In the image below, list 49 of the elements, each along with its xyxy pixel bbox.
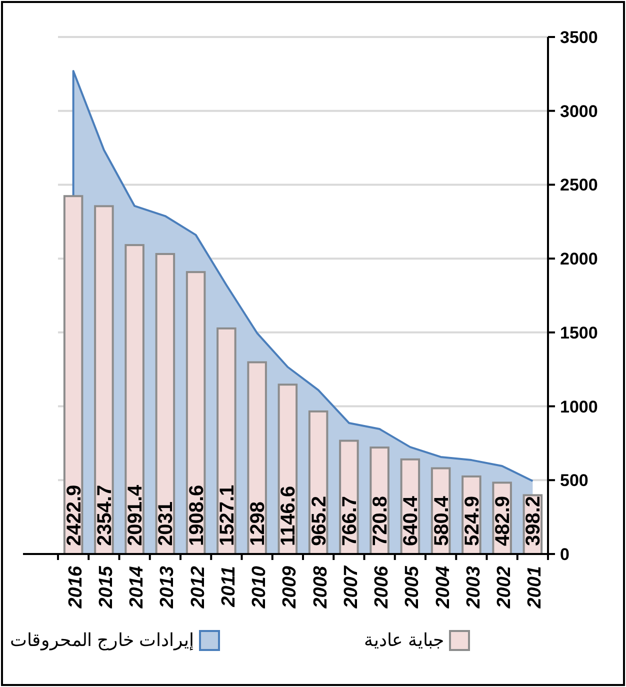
y-tick-label: 2500 (560, 176, 598, 195)
x-tick-label: 2003 (463, 566, 484, 610)
x-tick-label: 2013 (157, 566, 178, 610)
data-label: 720.8 (370, 496, 392, 546)
bar (124, 244, 144, 555)
y-tick-label: 1500 (560, 323, 598, 342)
x-tick-label: 2014 (126, 566, 148, 610)
y-tick-label: 500 (560, 471, 588, 490)
x-tick-label: 2007 (340, 564, 362, 610)
data-label: 2031 (155, 502, 178, 546)
y-tick-label: 3500 (560, 28, 598, 47)
data-label: 524.9 (461, 496, 484, 546)
data-label: 2422.9 (63, 484, 86, 546)
x-tick-label: 2001 (524, 566, 546, 610)
data-label: 1527.1 (216, 484, 238, 546)
data-label: 1146.6 (278, 486, 300, 546)
bar (94, 205, 114, 555)
data-label: 965.2 (308, 496, 330, 546)
x-tick-label: 2012 (188, 566, 209, 610)
data-label: 398.2 (522, 496, 545, 546)
data-label: 1908.6 (186, 484, 208, 546)
bar (247, 361, 267, 555)
x-tick-label: 2015 (96, 566, 117, 610)
bar (186, 271, 206, 555)
x-tick-label: 2009 (280, 566, 301, 610)
x-tick-label: 2002 (494, 566, 516, 610)
x-tick-label: 2008 (310, 566, 332, 610)
bar (216, 327, 236, 555)
data-label: 2354.7 (94, 484, 116, 546)
data-label: 2091.4 (124, 484, 147, 546)
x-tick-label: 2016 (65, 566, 86, 610)
data-label: 640.4 (400, 495, 422, 546)
data-label: 766.7 (338, 496, 361, 546)
y-tick-label: 0 (560, 545, 570, 564)
bar (155, 252, 176, 555)
data-label: 1298 (247, 502, 270, 546)
x-tick-label: 2004 (432, 566, 454, 610)
x-tick-label: 2006 (372, 566, 393, 610)
data-label: 482.9 (492, 496, 514, 546)
bar (63, 195, 84, 555)
y-tick-label: 3000 (560, 102, 598, 121)
y-tick-label: 1000 (560, 397, 598, 416)
x-tick-label: 2010 (249, 566, 270, 610)
legend-label: جباية عادية (364, 630, 444, 650)
data-label: 580.4 (430, 495, 453, 546)
x-tick-label: 2011 (218, 566, 240, 608)
x-tick-label: 2005 (402, 566, 424, 610)
y-tick-label: 2000 (560, 250, 598, 269)
legend-label: إيرادات خارج المحروقات (10, 630, 194, 651)
